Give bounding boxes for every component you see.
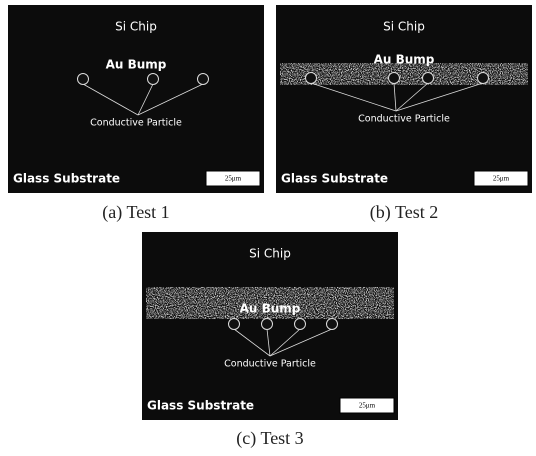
micrograph-panel: Si Chip Au Bump Conductive Particle Glass S…: [142, 232, 398, 420]
panel-caption: (c) Test 3: [236, 428, 303, 449]
si-chip-label: Si Chip: [115, 20, 157, 34]
au-bump-label: Au Bump: [374, 53, 435, 67]
au-bump-label: Au Bump: [240, 302, 301, 316]
micrograph-panel: Si Chip Au Bump Conductive Particle Glass S…: [8, 5, 264, 193]
particle: [389, 73, 400, 84]
particle: [306, 73, 317, 84]
particle: [198, 74, 209, 85]
scale-bar-label: 25μm: [225, 175, 242, 183]
substrate-label: Glass Substrate: [147, 399, 254, 413]
micrograph-panel: Si Chip Au Bump Conductive Particle Glass S…: [276, 5, 532, 193]
particle: [148, 74, 159, 85]
particle: [423, 73, 434, 84]
panel-caption: (a) Test 1: [102, 202, 169, 223]
substrate-label: Glass Substrate: [281, 172, 388, 186]
au-bump-label: Au Bump: [106, 58, 167, 72]
particle: [295, 319, 306, 330]
particle: [229, 319, 240, 330]
panel-caption: (b) Test 2: [370, 202, 438, 223]
particle-label: Conductive Particle: [358, 114, 450, 125]
particle: [78, 74, 89, 85]
particle: [478, 73, 489, 84]
scale-bar-label: 25μm: [359, 402, 376, 410]
figure: Si Chip Au Bump Conductive Particle Glass S…: [0, 0, 536, 456]
particle-label: Conductive Particle: [224, 359, 316, 370]
particle: [327, 319, 338, 330]
si-chip-label: Si Chip: [249, 247, 291, 261]
particle: [262, 319, 273, 330]
substrate-label: Glass Substrate: [13, 172, 120, 186]
si-chip-label: Si Chip: [383, 20, 425, 34]
particle-label: Conductive Particle: [90, 118, 182, 129]
scale-bar-label: 25μm: [493, 175, 510, 183]
